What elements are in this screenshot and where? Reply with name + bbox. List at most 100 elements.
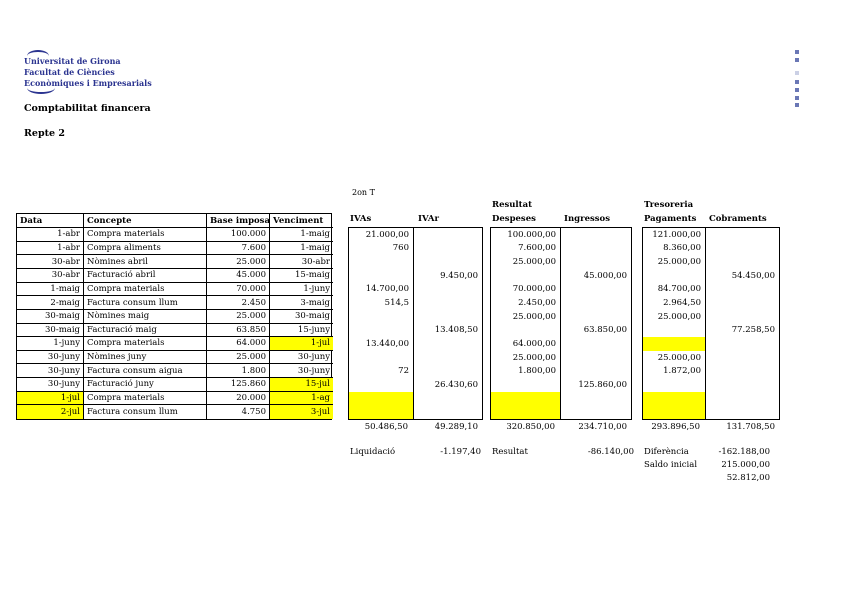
journal-cell-base: 125.860 (207, 378, 270, 392)
journal-cell-concepte: Compra materials (84, 391, 207, 406)
journal-cell-data: 30-maig (17, 309, 84, 324)
pagaments-cell-highlighted (643, 405, 706, 419)
tresoreria-totals-row: 293.896,50 131.708,50 (642, 422, 780, 434)
ingressos-cell: 45.000,00 (583, 270, 627, 281)
journal-header-concepte: Concepte (84, 214, 207, 228)
pagaments-cell: 25.000,00 (643, 350, 706, 365)
journal-cell-venciment: 30-abr (270, 255, 333, 269)
cobraments-cell (706, 351, 779, 365)
ivas-cell: 14.700,00 (349, 282, 414, 297)
ingressos-cell (561, 283, 631, 297)
ivar-cell (414, 310, 482, 324)
ivar-cell (414, 337, 482, 351)
journal-cell-concepte: Compra materials (84, 228, 207, 242)
pagaments-cell: 8.360,00 (643, 241, 706, 256)
ingressos-cell (561, 351, 631, 365)
period-label: 2on T (352, 188, 375, 197)
resultat-group-header: Resultat (492, 200, 533, 210)
diferencia-label: Diferència (644, 447, 689, 457)
journal-cell-concepte: Factura consum llum (84, 296, 207, 310)
saldo-final-value: 52.812,00 (726, 473, 770, 483)
journal-cell-concepte: Nòmines maig (84, 309, 207, 324)
journal-cell-data: 30-abr (17, 255, 84, 269)
journal-cell-base: 2.450 (207, 296, 270, 310)
ivar-column-header: IVAr (418, 214, 439, 224)
despeses-cell-highlighted (491, 405, 561, 419)
despeses-cell: 100.000,00 (491, 228, 561, 242)
iva-totals-row: 50.486,50 49.289,10 (348, 422, 483, 434)
cobraments-cell (706, 364, 779, 378)
ivar-cell (414, 255, 482, 269)
despeses-cell: 64.000,00 (491, 337, 561, 351)
ivar-cell (414, 405, 482, 419)
diferencia-value: -162.188,00 (718, 447, 770, 457)
ingressos-cell (561, 364, 631, 378)
pagaments-cell: 2.964,50 (643, 296, 706, 310)
ivar-cell: 9.450,00 (440, 270, 478, 281)
saldo-inicial-label: Saldo inicial (644, 460, 698, 470)
resultat-label: Resultat (492, 447, 528, 457)
ivas-cell: 13.440,00 (349, 337, 414, 351)
journal-cell-data: 30-abr (17, 268, 84, 283)
ingressos-cell (561, 228, 631, 242)
journal-cell-data: 1-juny (17, 337, 84, 351)
blue-dot (795, 103, 799, 107)
ivar-cell: 13.408,50 (434, 325, 478, 336)
ivas-total: 50.486,50 (364, 422, 408, 432)
journal-cell-data: 30-juny (17, 364, 84, 379)
despeses-cell: 25.000,00 (491, 309, 561, 324)
cobraments-column-header: Cobraments (709, 214, 767, 224)
journal-cell-base: 63.850 (207, 323, 270, 338)
pagaments-cell: 84.700,00 (643, 282, 706, 297)
journal-cell-venciment: 3-maig (270, 296, 333, 310)
ivar-cell (414, 283, 482, 297)
journal-cell-base: 20.000 (207, 391, 270, 406)
journal-cell-venciment: 1-maig (270, 242, 333, 256)
blue-dot (795, 50, 799, 54)
journal-cell-base: 45.000 (207, 268, 270, 283)
blue-dot (795, 88, 799, 92)
journal-cell-venciment: 15-juny (270, 324, 333, 338)
despeses-column-header: Despeses (492, 214, 536, 224)
cobraments-cell (706, 310, 779, 324)
despeses-cell: 70.000,00 (491, 282, 561, 297)
liquidacio-label: Liquidació (350, 447, 396, 457)
ingressos-cell (561, 392, 631, 406)
pagaments-cell: 1.872,00 (643, 364, 706, 379)
cobraments-cell (706, 405, 779, 419)
ivas-cell: 760 (349, 241, 414, 256)
journal-cell-concepte: Facturació abril (84, 268, 207, 283)
pagaments-cell: 25.000,00 (643, 309, 706, 324)
liquidacio-line: Liquidació -1.197,40 (350, 447, 481, 459)
ivas-cell (349, 268, 414, 283)
ivar-cell (414, 296, 482, 310)
cobraments-cell (706, 283, 779, 297)
despeses-total: 320.850,00 (506, 422, 555, 432)
journal-cell-data-highlighted: 2-jul (17, 405, 84, 419)
logo-faculty-line1: Facultat de Ciències (24, 67, 115, 77)
journal-cell-concepte: Facturació maig (84, 323, 207, 338)
pagaments-cell: 121.000,00 (643, 228, 706, 242)
cobraments-cell (706, 228, 779, 242)
logo-arc-top-icon (27, 50, 49, 56)
journal-cell-data: 30-juny (17, 378, 84, 392)
cobraments-cell: 54.450,00 (731, 270, 775, 281)
journal-cell-concepte: Factura consum llum (84, 405, 207, 419)
ingressos-column-header: Ingressos (564, 214, 611, 224)
diferencia-line: Diferència -162.188,00 (644, 447, 770, 459)
despeses-cell (491, 378, 561, 392)
pagaments-cell-highlighted (643, 337, 706, 351)
resultat-value: -86.140,00 (587, 447, 634, 457)
saldo-inicial-value: 215.000,00 (721, 460, 770, 470)
journal-cell-venciment-highlighted: 3-jul (270, 405, 333, 419)
tresoreria-panel: 121.000,00 8.360,00 25.000,00 54.450,00 … (642, 227, 780, 420)
cobraments-cell: 77.258,50 (731, 325, 775, 336)
resultat-line: Resultat -86.140,00 (492, 447, 634, 459)
ivar-cell: 26.430,60 (434, 379, 478, 390)
pagaments-cell-highlighted (643, 391, 706, 406)
ivas-cell (349, 378, 414, 392)
journal-cell-concepte: Nòmines juny (84, 350, 207, 365)
liquidacio-value: -1.197,40 (440, 447, 481, 457)
ingressos-cell (561, 242, 631, 256)
journal-cell-data: 1-maig (17, 282, 84, 297)
